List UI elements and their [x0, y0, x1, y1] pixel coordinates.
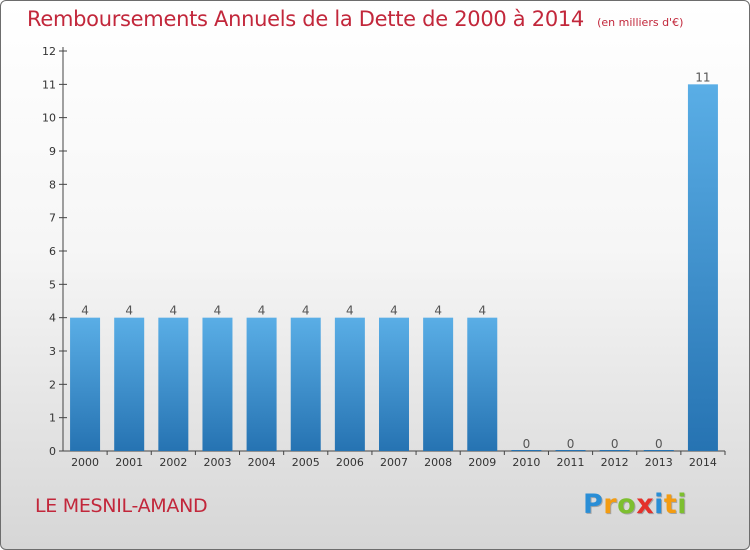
data-label: 4: [346, 304, 354, 318]
data-label: 4: [478, 304, 486, 318]
y-tick-label: 1: [49, 412, 56, 425]
data-label: 0: [655, 437, 663, 451]
bar: [423, 317, 454, 451]
y-tick-label: 12: [42, 45, 56, 58]
logo-letter: t: [663, 489, 678, 520]
y-tick-label: 8: [49, 178, 56, 191]
x-tick-label: 2001: [115, 456, 143, 469]
x-tick-label: 2004: [248, 456, 276, 469]
data-label: 0: [611, 437, 619, 451]
data-label: 4: [258, 304, 266, 318]
data-label: 0: [567, 437, 575, 451]
bar: [290, 317, 321, 451]
chart-title-block: Remboursements Annuels de la Dette de 20…: [27, 7, 683, 31]
y-tick-label: 4: [49, 312, 56, 325]
logo-letter: r: [603, 489, 618, 520]
bar: [158, 317, 189, 451]
chart-title: Remboursements Annuels de la Dette de 20…: [27, 7, 584, 31]
y-tick-label: 11: [42, 78, 56, 91]
bar: [687, 84, 718, 451]
x-tick-label: 2000: [71, 456, 99, 469]
x-tick-label: 2006: [336, 456, 364, 469]
data-label: 4: [302, 304, 310, 318]
x-tick-label: 2005: [292, 456, 320, 469]
y-tick-label: 5: [49, 278, 56, 291]
y-tick-label: 3: [49, 345, 56, 358]
data-label: 4: [214, 304, 222, 318]
x-tick-label: 2010: [512, 456, 540, 469]
x-tick-label: 2007: [380, 456, 408, 469]
logo-letter: x: [636, 489, 655, 520]
y-tick-label: 10: [42, 112, 56, 125]
commune-name: LE MESNIL-AMAND: [35, 495, 208, 517]
y-tick-label: 2: [49, 378, 56, 391]
x-tick-label: 2002: [159, 456, 187, 469]
y-tick-label: 6: [49, 245, 56, 258]
data-label: 0: [523, 437, 531, 451]
x-tick-label: 2011: [557, 456, 585, 469]
data-label: 11: [695, 70, 710, 84]
logo-letter: o: [617, 489, 637, 520]
data-label: 4: [170, 304, 178, 318]
bar: [114, 317, 145, 451]
data-label: 4: [125, 304, 133, 318]
bar: [70, 317, 101, 451]
bar: [379, 317, 409, 451]
data-label: 4: [434, 304, 442, 318]
x-tick-label: 2008: [424, 456, 452, 469]
x-tick-label: 2003: [203, 456, 231, 469]
logo-letter: P: [583, 489, 604, 520]
y-tick-label: 0: [49, 445, 56, 458]
y-tick-label: 7: [49, 212, 56, 225]
x-tick-label: 2012: [601, 456, 629, 469]
bar: [202, 317, 233, 451]
data-label: 4: [81, 304, 89, 318]
bar: [467, 317, 498, 451]
logo-letter: i: [654, 489, 664, 520]
bar: [246, 317, 277, 451]
bar: [334, 317, 365, 451]
x-tick-label: 2009: [468, 456, 496, 469]
y-tick-label: 9: [49, 145, 56, 158]
x-tick-label: 2014: [689, 456, 717, 469]
x-tick-label: 2013: [645, 456, 673, 469]
logo-letter: i: [677, 489, 688, 520]
data-label: 4: [390, 304, 398, 318]
chart-unit: (en milliers d'€): [597, 16, 684, 29]
proxiti-logo: Proxiti: [583, 489, 687, 520]
